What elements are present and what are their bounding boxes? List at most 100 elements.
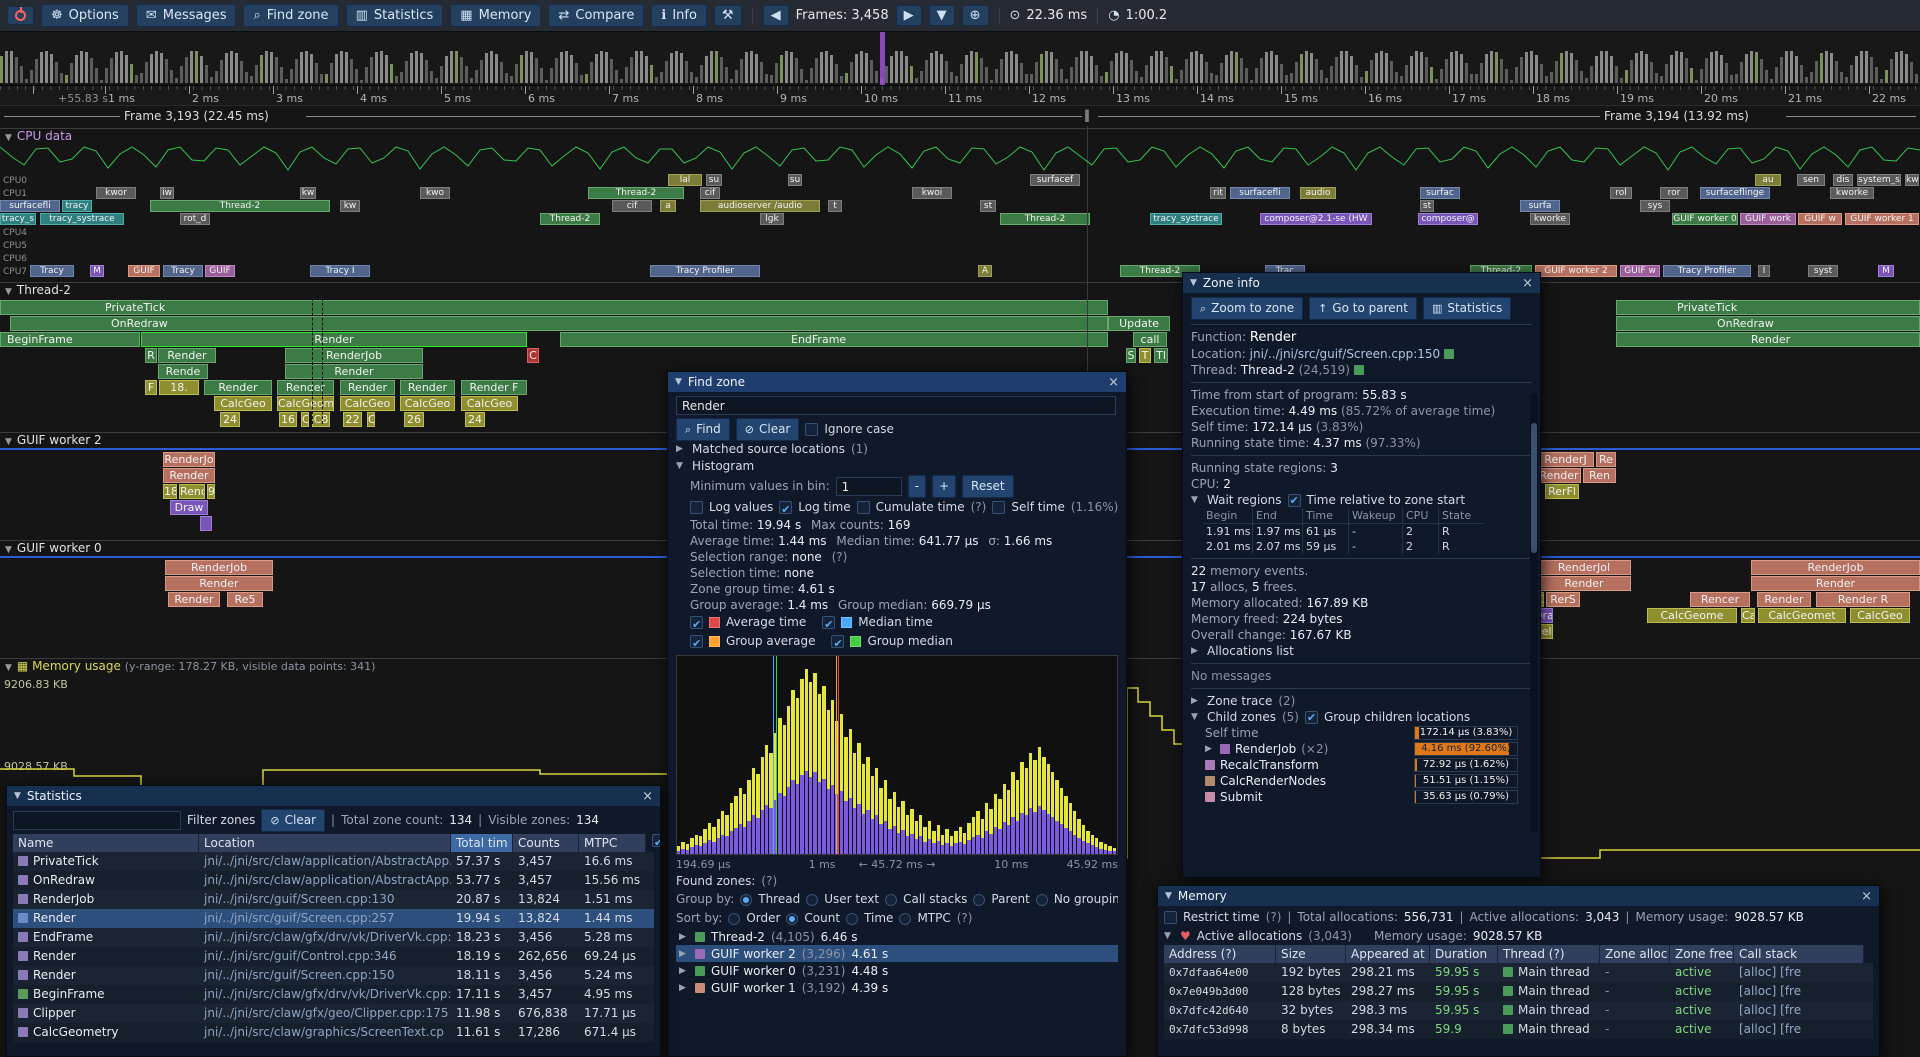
cpu-zone[interactable]: M [1878, 265, 1894, 277]
timeline-zone[interactable]: Render [165, 576, 273, 591]
cpu-zone[interactable]: Tracy Profiler [650, 265, 760, 277]
cpu-data-header[interactable]: ▼ CPU data [0, 128, 1920, 144]
cpu-zone[interactable]: rot_d [180, 213, 210, 225]
group-children-checkbox[interactable] [1304, 710, 1318, 725]
prev-frame-button[interactable]: ◀ [762, 5, 789, 26]
timeline-zone[interactable]: 16 [279, 412, 297, 427]
cpu-zone[interactable]: GUIF worker 0 [1672, 213, 1738, 225]
timeline-zone[interactable]: OnRedraw [10, 316, 1108, 331]
timeline-zone[interactable]: EndFrame [560, 332, 1108, 347]
log-time-checkbox[interactable] [779, 500, 793, 517]
found-zone-group-row[interactable]: ▶ Thread-2 (4,105) 6.46 s [676, 928, 1118, 945]
timeline-zone[interactable]: PrivateTick [0, 300, 1108, 315]
cpu-zone[interactable]: Tracy [30, 265, 74, 277]
statistics-titlebar[interactable]: ▼ Statistics × [7, 786, 660, 806]
stats-header-total-tim[interactable]: Total tim [451, 834, 513, 852]
cpu-zone[interactable]: GUIF w [1620, 265, 1660, 277]
zone-info-window[interactable]: ▼ Zone info × ⌕ Zoom to zone ↑ Go to parent… [1182, 272, 1541, 878]
found-zone-group-row[interactable]: ▶ GUIF worker 1 (3,192) 4.39 s [676, 979, 1118, 996]
collapse-arrow-icon[interactable]: ▼ [1165, 891, 1172, 901]
timeline-zone[interactable]: T [1139, 348, 1151, 363]
cpu-zone[interactable]: cif [612, 200, 652, 212]
cpu-zone[interactable]: kwoi [912, 187, 952, 199]
cpu-zone[interactable]: rit [1210, 187, 1226, 199]
goto-frame-button[interactable]: ⊕ [961, 5, 989, 26]
timeline-zone[interactable]: C [527, 348, 539, 363]
cpu-zone[interactable]: Tracy Profiler [1663, 265, 1751, 277]
timeline-zone[interactable]: RenderJo [163, 452, 215, 467]
cpu-zone[interactable]: syst [1808, 265, 1838, 277]
zone-trace-row[interactable]: ▶ Zone trace (2) [1191, 693, 1532, 709]
timeline-zone[interactable]: RenderJ [1537, 452, 1594, 467]
timeline-zone[interactable]: Render [163, 468, 215, 483]
timeline-zone[interactable]: RerFl [1545, 484, 1579, 499]
timeline-zone[interactable]: CalcGeome [1647, 608, 1737, 623]
cpu-zone[interactable]: lal [668, 174, 702, 186]
cpu-zone[interactable]: surfa [1520, 200, 1560, 212]
cpu-zone[interactable]: GUIF work [1740, 213, 1796, 225]
timeline-zone[interactable] [200, 516, 212, 531]
timeline-zone[interactable]: R [145, 348, 157, 363]
timeline-zone[interactable]: 18. [159, 380, 199, 395]
timeline-zone[interactable]: RenderJob [285, 348, 423, 363]
collapse-arrow-icon[interactable]: ▼ [675, 377, 682, 387]
cpu-zone[interactable]: surfaceflinge [1700, 187, 1770, 199]
group-by-call-stacks-radio[interactable] [885, 893, 898, 906]
thread-header[interactable]: ▼ Thread-2 [0, 282, 1920, 298]
min-bin-increase-button[interactable]: + [931, 475, 957, 498]
allocations-list-row[interactable]: ▶ Allocations list [1191, 643, 1532, 659]
stats-table-row[interactable]: Render jni/../jni/src/guif/Control.cpp:34… [13, 947, 654, 966]
median-time-checkbox[interactable] [822, 615, 836, 632]
group-median-checkbox[interactable] [831, 634, 845, 651]
mem-header-call-stack[interactable]: Call stack [1734, 945, 1864, 963]
cpu-zone[interactable]: kworke [1530, 213, 1570, 225]
timeline-zone[interactable]: BeginFrame [0, 332, 140, 347]
child-zone-row[interactable]: Submit 35.63 μs (0.79%) [1191, 789, 1532, 805]
timeline-zone[interactable]: Re [1596, 452, 1616, 467]
overview-selected-frame-marker[interactable] [880, 32, 885, 85]
timeline-zone[interactable]: 9 [207, 484, 215, 499]
timeline-zone[interactable]: Update [1108, 316, 1170, 331]
timeline-zone[interactable]: C8 [312, 412, 330, 427]
timeline-zone[interactable]: Render R [1816, 592, 1910, 607]
cpu-zone[interactable]: M [90, 265, 104, 277]
timeline-zone[interactable]: call [1133, 332, 1167, 347]
timeline-zone[interactable]: Render [204, 380, 272, 395]
cpu-zone[interactable]: Thread-2 [1120, 265, 1200, 277]
timeline-zone[interactable]: Rencer [1690, 592, 1750, 607]
timeline-zone[interactable]: Render [168, 592, 220, 607]
thread-value[interactable]: Thread-2 [1240, 363, 1295, 377]
cpu-zone[interactable]: audioserver /audio [700, 200, 820, 212]
close-icon[interactable]: × [1108, 374, 1119, 390]
memory-window[interactable]: ▼ Memory × Restrict time (?) | Total allo… [1157, 885, 1880, 1057]
restrict-time-checkbox[interactable] [1164, 911, 1177, 924]
options-button[interactable]: ☸ Options [41, 4, 129, 27]
child-zone-row[interactable]: Self time 172.14 μs (3.83%) [1191, 725, 1532, 741]
timeline-zone[interactable]: CalcGeo [400, 396, 455, 411]
timeline-zone[interactable]: Re5 [227, 592, 263, 607]
timeline-zone[interactable]: Ca [1741, 608, 1755, 623]
timeline-zone[interactable]: C [367, 412, 375, 427]
wait-table-row[interactable]: 1.91 ms 1.97 ms 61 μs -2 R [1203, 524, 1483, 539]
mem-header-duration[interactable]: Duration [1430, 945, 1498, 963]
sort-by-time-radio[interactable] [846, 912, 859, 925]
timeline-zone[interactable]: Render [277, 380, 334, 395]
stats-table-row[interactable]: BeginFrame jni/../jni/src/claw/gfx/drv/vk… [13, 985, 654, 1004]
cpu-zone[interactable]: Thread-2 [150, 200, 330, 212]
sort-by-mtpc-radio[interactable] [899, 912, 912, 925]
timeline-zone[interactable]: RerS [1546, 592, 1580, 607]
stats-header-counts[interactable]: Counts [513, 834, 579, 852]
cpu-zone[interactable]: su [706, 174, 722, 186]
timeline-zone[interactable]: Rend [179, 484, 205, 499]
timeline-zone[interactable]: Render [1537, 468, 1581, 483]
timeline-zone[interactable]: Render [141, 332, 527, 347]
cpu-zone[interactable]: surfacef [1030, 174, 1080, 186]
memory-button[interactable]: ▦ Memory [450, 4, 542, 27]
mem-header-size[interactable]: Size [1276, 945, 1346, 963]
timeline-zone[interactable]: RenderJol [1537, 560, 1631, 575]
group-by-parent-radio[interactable] [973, 893, 986, 906]
filter-zones-input[interactable] [13, 811, 181, 830]
sort-by-count-radio[interactable] [786, 912, 799, 925]
log-values-checkbox[interactable] [690, 501, 703, 514]
